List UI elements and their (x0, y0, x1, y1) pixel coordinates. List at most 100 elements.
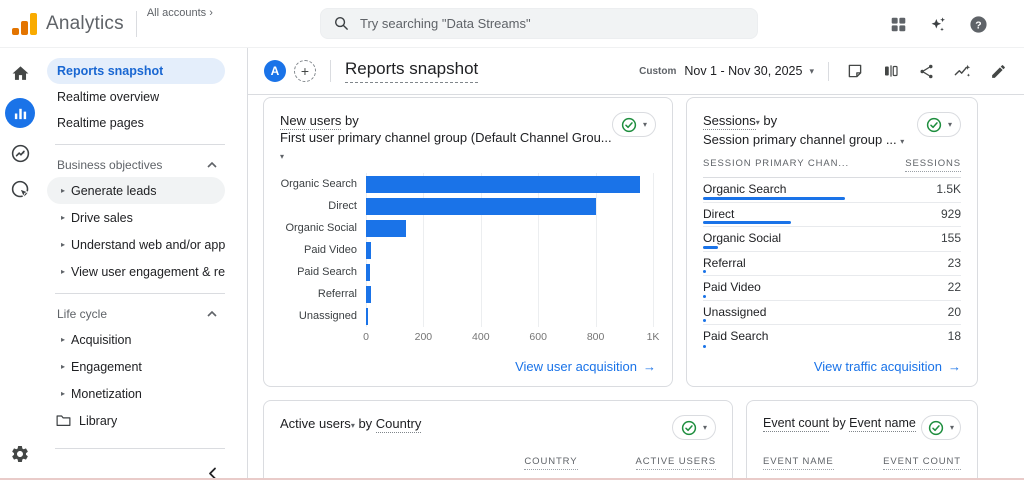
dimension-term[interactable]: Event name (849, 416, 916, 432)
bar-organic-search[interactable] (366, 175, 641, 193)
table-row[interactable]: Referral 23 (703, 252, 961, 276)
chevron-up-icon[interactable] (207, 162, 217, 168)
divider (55, 448, 225, 449)
home-icon[interactable] (9, 62, 31, 84)
insights-icon[interactable] (953, 62, 972, 81)
expand-triangle-icon[interactable]: ▸ (60, 362, 65, 371)
bar-paid-video[interactable] (366, 241, 372, 259)
comparison-icon[interactable] (881, 62, 900, 81)
analytics-logo[interactable]: Analytics (0, 12, 124, 35)
chevron-down-icon[interactable]: ▾ (809, 65, 814, 76)
report-header: A + Reports snapshot Custom Nov 1 - Nov … (248, 48, 1024, 95)
chevron-down-icon[interactable]: ▾ (350, 421, 355, 430)
sidebar-item-engagement[interactable]: ▸ Engagement (47, 353, 225, 380)
expand-triangle-icon[interactable]: ▸ (60, 335, 65, 344)
section-business-objectives[interactable]: Business objectives (40, 153, 247, 177)
metric-term[interactable]: Sessions (703, 113, 756, 130)
view-traffic-acquisition-link[interactable]: View traffic acquisition → (813, 359, 961, 374)
new-users-bar-chart: Organic Search Direct Organic Social Pai… (280, 173, 656, 327)
column-header[interactable]: EVENT COUNT (883, 456, 961, 470)
column-header[interactable]: COUNTRY (524, 456, 578, 470)
help-icon[interactable]: ? (968, 14, 988, 34)
sidebar-item-drive-sales[interactable]: ▸ Drive sales (47, 204, 225, 231)
check-circle-icon (926, 117, 942, 132)
sidebar-item-view-engagement[interactable]: ▸ View user engagement & rete... (47, 258, 225, 285)
data-quality-pill[interactable]: ▾ (920, 415, 961, 440)
expand-triangle-icon[interactable]: ▸ (60, 186, 65, 195)
edit-pencil-icon[interactable] (989, 62, 1008, 81)
dimension-term[interactable]: Country (375, 416, 422, 433)
gemini-sparkle-icon[interactable] (928, 14, 948, 34)
chevron-down-icon[interactable]: ▾ (900, 137, 905, 146)
explore-icon[interactable] (9, 142, 31, 164)
bar-paid-search[interactable] (366, 263, 371, 281)
data-quality-pill[interactable]: ▾ (611, 112, 656, 137)
chevron-down-icon[interactable]: ▾ (280, 152, 285, 161)
section-life-cycle[interactable]: Life cycle (40, 302, 247, 326)
add-report-button[interactable]: + (294, 60, 316, 82)
x-axis: 0 200 400 600 800 1K (363, 331, 660, 343)
sidebar-item-realtime-overview[interactable]: Realtime overview (57, 90, 160, 104)
expand-triangle-icon[interactable]: ▸ (60, 213, 65, 222)
bar-label: Organic Search (280, 178, 357, 190)
date-preset-label: Custom (639, 65, 677, 77)
breadcrumb[interactable]: All accounts › (146, 7, 213, 19)
sidebar-item-generate-leads[interactable]: ▸ Generate leads (47, 177, 225, 204)
notes-icon[interactable] (845, 62, 864, 81)
data-quality-pill[interactable]: ▾ (916, 112, 961, 137)
metric-term[interactable]: Event count (763, 416, 830, 432)
report-nav-sidebar: Reports snapshot Realtime overview Realt… (40, 48, 247, 480)
search-input[interactable] (360, 16, 745, 31)
sidebar-item-realtime-pages[interactable]: Realtime pages (57, 116, 144, 130)
sessions-card-title: Sessions▾ by Session primary channel gro… (703, 113, 905, 147)
sidebar-item-acquisition[interactable]: ▸ Acquisition (47, 326, 225, 353)
column-header[interactable]: SESSION PRIMARY CHAN... (703, 158, 849, 169)
column-header[interactable]: EVENT NAME (763, 456, 834, 470)
table-row[interactable]: Organic Social 155 (703, 227, 961, 252)
column-header[interactable]: ACTIVE USERS (635, 456, 716, 470)
event-count-card-title: Event count by Event name (763, 416, 916, 432)
svg-text:?: ? (975, 20, 981, 31)
search-bar[interactable] (320, 8, 758, 39)
date-range-picker[interactable]: Nov 1 - Nov 30, 2025 (684, 64, 803, 78)
page-title[interactable]: Reports snapshot (345, 59, 479, 83)
table-row[interactable]: Paid Search 18 (703, 325, 961, 350)
bar-label: Paid Search (297, 266, 357, 278)
sessions-card: Sessions▾ by Session primary channel gro… (686, 97, 978, 387)
new-users-card: New users by First user primary channel … (263, 97, 673, 387)
divider (330, 60, 331, 82)
reports-icon[interactable] (5, 98, 35, 128)
table-row[interactable]: Paid Video 22 (703, 276, 961, 301)
chevron-up-icon[interactable] (207, 311, 217, 317)
bar-direct[interactable] (366, 197, 596, 215)
table-row[interactable]: Organic Search 1.5K (703, 178, 961, 203)
chevron-down-icon: ▾ (949, 423, 954, 432)
sidebar-item-reports-snapshot[interactable]: Reports snapshot (47, 58, 225, 84)
bar-referral[interactable] (366, 285, 371, 303)
sidebar-item-library[interactable]: Library (47, 407, 225, 434)
settings-gear-icon[interactable] (0, 444, 40, 464)
advertising-icon[interactable] (9, 178, 31, 200)
apps-grid-icon[interactable] (888, 14, 908, 34)
chevron-down-icon[interactable]: ▾ (755, 118, 760, 127)
sidebar-item-monetization[interactable]: ▸ Monetization (47, 380, 225, 407)
expand-triangle-icon[interactable]: ▸ (60, 267, 65, 276)
table-row[interactable]: Direct 929 (703, 203, 961, 227)
expand-triangle-icon[interactable]: ▸ (60, 240, 65, 249)
event-count-card: Event count by Event name ▾ EVENT NAME E… (746, 400, 978, 480)
share-icon[interactable] (917, 62, 936, 81)
column-header[interactable]: SESSIONS (905, 158, 961, 172)
view-user-acquisition-link[interactable]: View user acquisition → (515, 359, 656, 374)
metric-term[interactable]: New users (280, 113, 342, 130)
bar-organic-social[interactable] (366, 219, 407, 237)
bottom-edge-strip (0, 478, 1024, 480)
avatar[interactable]: A (264, 60, 286, 82)
expand-triangle-icon[interactable]: ▸ (60, 389, 65, 398)
arrow-right-icon: → (643, 359, 656, 374)
chevron-down-icon: ▾ (702, 423, 707, 432)
bar-unassigned[interactable] (366, 307, 368, 325)
data-quality-pill[interactable]: ▾ (671, 415, 716, 440)
table-row[interactable]: Unassigned 20 (703, 301, 961, 325)
sidebar-item-understand-web-app[interactable]: ▸ Understand web and/or app t... (47, 231, 225, 258)
collapse-sidebar-icon[interactable] (208, 467, 217, 480)
